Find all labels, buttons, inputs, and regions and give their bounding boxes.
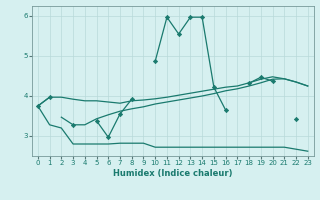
X-axis label: Humidex (Indice chaleur): Humidex (Indice chaleur) (113, 169, 233, 178)
